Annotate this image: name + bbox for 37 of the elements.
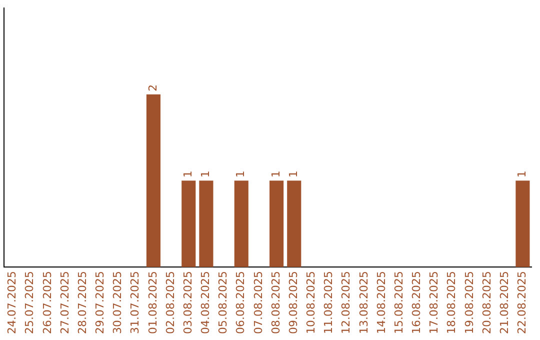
- x-tick-label: 09.08.2025: [286, 271, 300, 334]
- x-tick-label: 24.07.2025: [6, 271, 19, 334]
- x-tick-label: 16.08.2025: [410, 271, 424, 334]
- x-tick-label: 10.08.2025: [304, 271, 318, 334]
- x-tick-label: 27.07.2025: [58, 271, 72, 334]
- data-label: 1: [269, 170, 282, 178]
- x-tick-label: 22.08.2025: [516, 271, 529, 334]
- x-tick-label: 31.07.2025: [128, 271, 142, 334]
- x-tick-label: 15.08.2025: [392, 271, 406, 334]
- data-label: 2: [146, 84, 160, 92]
- x-tick-label: 17.08.2025: [428, 271, 441, 334]
- x-tick-label: 30.07.2025: [111, 271, 124, 334]
- x-tick-label: 13.08.2025: [357, 271, 370, 334]
- x-tick-label: 04.08.2025: [199, 271, 212, 334]
- x-tick-label: 12.08.2025: [340, 271, 353, 334]
- x-tick-label: 20.08.2025: [480, 271, 494, 334]
- x-tick-label: 02.08.2025: [164, 271, 177, 334]
- x-tick-label: 28.07.2025: [76, 271, 89, 334]
- x-tick-label: 11.08.2025: [322, 271, 336, 334]
- data-label: 1: [199, 170, 212, 178]
- data-label: 1: [516, 170, 529, 178]
- x-tick-label: 26.07.2025: [40, 271, 54, 334]
- x-tick-label: 01.08.2025: [146, 271, 160, 334]
- x-tick-label: 03.08.2025: [181, 271, 194, 334]
- data-label: 1: [286, 170, 300, 178]
- x-tick-label: 21.08.2025: [498, 271, 511, 334]
- x-tick-label: 06.08.2025: [234, 271, 248, 334]
- x-tick-label: 14.08.2025: [374, 271, 388, 334]
- data-label: 1: [181, 170, 194, 178]
- data-label: 1: [234, 170, 248, 178]
- x-tick-label: 05.08.2025: [216, 271, 230, 334]
- x-tick-label: 25.07.2025: [23, 271, 36, 334]
- x-tick-label: 18.08.2025: [445, 271, 458, 334]
- x-tick-label: 19.08.2025: [462, 271, 476, 334]
- x-tick-label: 29.07.2025: [94, 271, 107, 334]
- x-tick-label: 08.08.2025: [269, 271, 282, 334]
- x-tick-label: 07.08.2025: [252, 271, 265, 334]
